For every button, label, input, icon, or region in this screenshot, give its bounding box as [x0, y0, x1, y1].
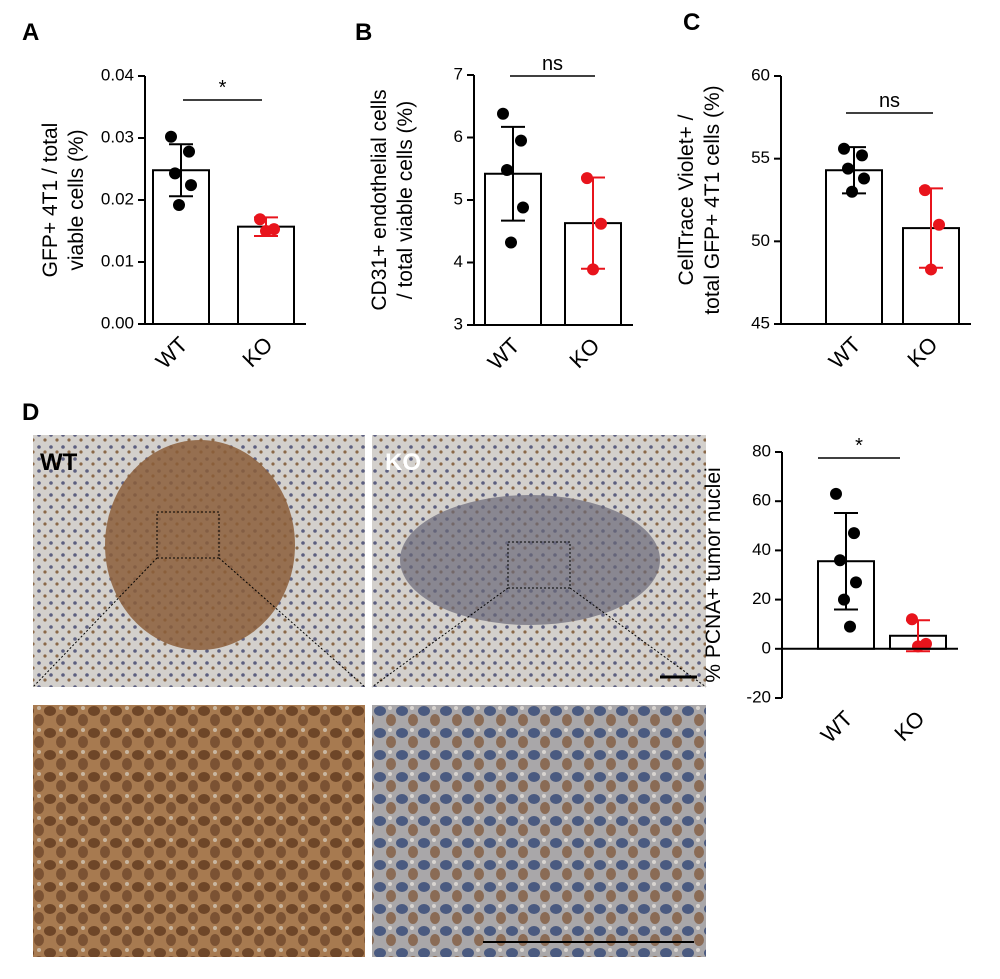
x-tick-label: KO [237, 332, 277, 372]
data-point [497, 107, 509, 120]
data-point [515, 134, 527, 147]
zoom-line [32, 557, 158, 688]
data-point [185, 179, 197, 192]
image-label: WT [40, 449, 78, 476]
x-tick-label: KO [902, 332, 942, 372]
data-point [858, 172, 870, 185]
data-point [850, 576, 862, 589]
y-tick-label: 6 [454, 127, 463, 146]
data-point [842, 162, 854, 175]
zoom-line [371, 587, 509, 688]
y-tick-label: 60 [752, 491, 771, 510]
y-tick-label: 0.04 [101, 65, 134, 84]
data-point [517, 201, 529, 214]
data-point [254, 213, 266, 226]
y-tick-label: 80 [752, 441, 771, 460]
data-point [834, 554, 846, 567]
zoom-box [507, 541, 571, 589]
y-axis-label: CellTrace Violet+ / [675, 114, 698, 285]
zoom-line [569, 587, 707, 688]
y-tick-label: 3 [454, 314, 463, 333]
significance-label: ns [542, 53, 563, 75]
data-point [856, 149, 868, 162]
data-point [848, 527, 860, 540]
data-point [173, 198, 185, 211]
y-tick-label: 60 [751, 65, 770, 84]
data-point [846, 185, 858, 198]
y-axis-label: / total viable cells (%) [394, 101, 417, 299]
data-point [169, 167, 181, 180]
y-tick-label: 5 [454, 189, 463, 208]
zoom-box [156, 511, 220, 559]
y-tick-label: 4 [454, 252, 463, 271]
data-point [844, 620, 856, 633]
bar [237, 225, 295, 325]
x-tick-label: WT [483, 333, 525, 375]
data-point [838, 142, 850, 155]
y-tick-label: 0.00 [101, 313, 134, 332]
x-tick-label: WT [824, 332, 866, 374]
significance-label: * [219, 77, 227, 99]
micrographs: WT KO D [22, 399, 707, 957]
x-tick-label: KO [564, 333, 604, 373]
y-tick-label: 45 [751, 313, 770, 332]
y-tick-label: 20 [752, 589, 771, 608]
x-tick-label: WT [151, 332, 193, 374]
wt-tumor [105, 440, 295, 650]
y-tick-label: 0 [762, 638, 771, 657]
data-point [919, 184, 931, 197]
data-point [830, 487, 842, 500]
zoom-line [218, 557, 366, 688]
y-tick-label: 55 [751, 148, 770, 167]
ko-tumor [400, 495, 660, 625]
x-tick-label: WT [816, 706, 858, 748]
y-axis-label: viable cells (%) [65, 129, 88, 270]
ko-zoom [372, 705, 706, 957]
image-label: KO [385, 449, 421, 476]
data-point [838, 593, 850, 606]
y-axis-label: % PCNA+ tumor nuclei [702, 467, 725, 682]
y-axis-label: total GFP+ 4T1 cells (%) [701, 85, 724, 314]
data-point [595, 217, 607, 230]
x-tick-label: KO [889, 706, 929, 746]
significance-label: ns [879, 90, 900, 112]
y-tick-label: 0.02 [101, 189, 134, 208]
wt-zoom [33, 705, 365, 957]
panel-letter: A [22, 19, 39, 46]
significance-label: * [855, 435, 863, 457]
panel-letter: D [22, 399, 39, 426]
y-axis-label: GFP+ 4T1 / total [39, 123, 62, 278]
y-tick-label: 40 [752, 540, 771, 559]
data-point [505, 236, 517, 249]
data-point [183, 145, 195, 158]
data-point [925, 263, 937, 276]
y-tick-label: -20 [746, 687, 771, 706]
y-tick-label: 7 [454, 64, 463, 83]
y-tick-label: 50 [751, 231, 770, 250]
panel-letter: B [355, 19, 372, 46]
y-axis-label: CD31+ endothelial cells [368, 89, 391, 310]
panel-letter: C [683, 9, 700, 36]
y-tick-label: 0.01 [101, 251, 134, 270]
y-tick-label: 0.03 [101, 127, 134, 146]
data-point [165, 130, 177, 143]
data-point [933, 218, 945, 231]
data-point [501, 164, 513, 176]
